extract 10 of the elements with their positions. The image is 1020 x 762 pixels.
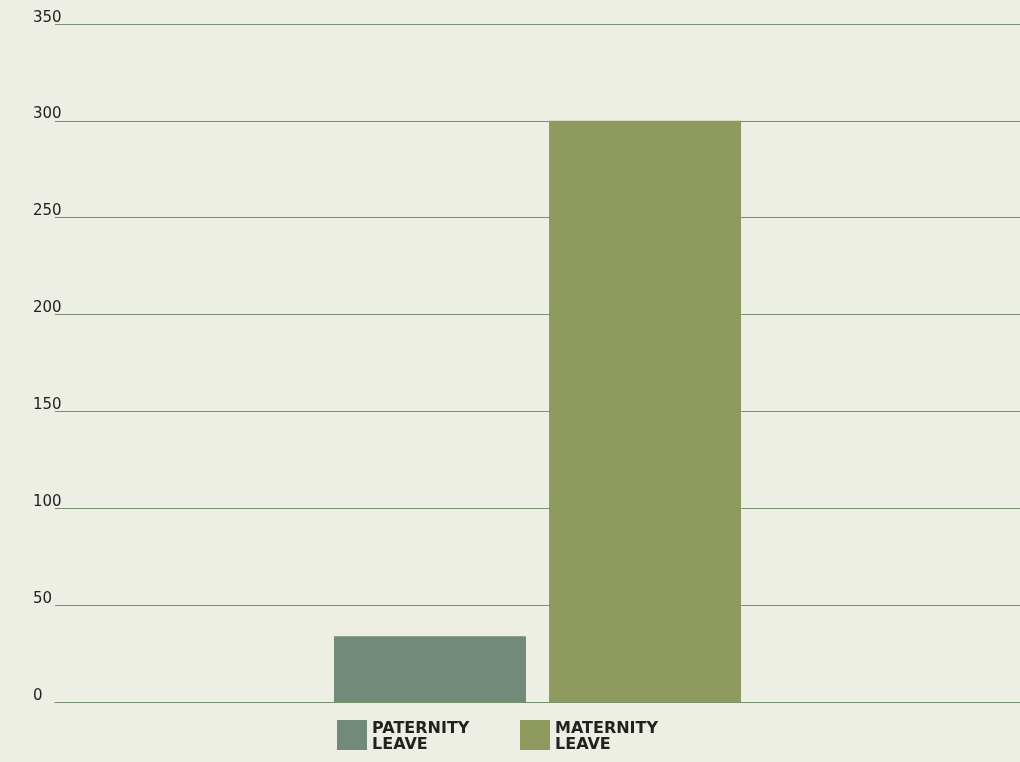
- y-tick-label: 0: [33, 685, 43, 704]
- y-tick-label: 300: [33, 104, 62, 123]
- legend-label: PATERNITY LEAVE: [372, 717, 475, 753]
- y-tick-label: 50: [33, 588, 53, 607]
- y-tick-label: 150: [33, 394, 62, 413]
- y-tick-label: 350: [33, 7, 62, 26]
- y-tick-label: 250: [33, 201, 62, 220]
- y-tick-label: 100: [33, 491, 62, 510]
- legend-label: MATERNITY LEAVE: [555, 717, 664, 753]
- y-tick-label: 200: [33, 298, 62, 317]
